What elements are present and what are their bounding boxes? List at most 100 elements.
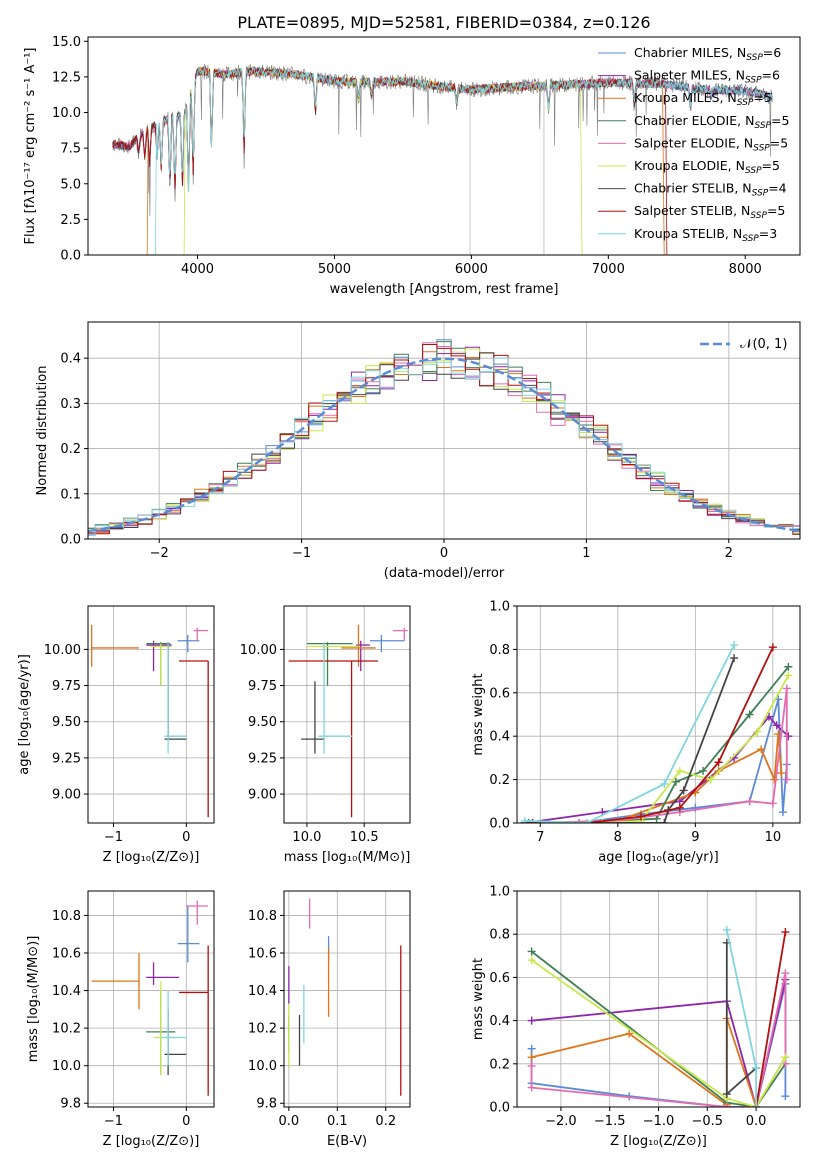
legend-count: =5 xyxy=(771,113,789,128)
weight-marker-salpeter_elodie xyxy=(722,1103,731,1107)
legend-entry-normal: 𝒩(0, 1) xyxy=(740,337,787,352)
weight-marker-salpeter_stelib xyxy=(781,928,790,937)
x-axis-label: Z [log₁₀(Z/Z⊙)] xyxy=(610,1134,707,1149)
histogram-salpeter_elodie xyxy=(88,342,800,531)
x-tick-label: −1.5 xyxy=(594,1114,626,1129)
y-tick-label: 10.2 xyxy=(52,1022,81,1037)
y-tick-label: 9.50 xyxy=(52,715,81,730)
x-tick-label: 7000 xyxy=(592,262,625,277)
y-tick-label: 0.6 xyxy=(489,686,510,701)
weight-marker-chabrier_elodie xyxy=(671,777,680,786)
weight-marker-salpeter_elodie xyxy=(613,816,622,823)
legend-entry-chabrier_elodie: Chabrier ELODIE, NSSP=5 xyxy=(634,113,789,131)
weight-marker-chabrier_stelib xyxy=(660,819,669,823)
weight-marker-salpeter_stelib xyxy=(714,758,723,767)
data-spectrum-line xyxy=(112,63,773,217)
y-tick-label: 10.8 xyxy=(52,909,81,924)
legend-label: Chabrier ELODIE, N xyxy=(634,113,754,128)
x-tick-label: −1.0 xyxy=(643,1114,675,1129)
x-tick-label: 2 xyxy=(725,546,733,561)
legend-entry-kroupa_elodie: Kroupa ELODIE, NSSP=5 xyxy=(634,158,780,176)
legend-entry-salpeter_stelib: Salpeter STELIB, NSSP=5 xyxy=(634,203,785,221)
legend-subscript: SSP xyxy=(745,166,762,176)
y-tick-label: 12.5 xyxy=(52,70,81,85)
y-tick-label: 1.0 xyxy=(489,885,510,900)
weight-line-kroupa_stelib xyxy=(524,644,735,823)
x-tick-label: 0.0 xyxy=(279,1114,300,1129)
plot-area xyxy=(527,925,790,1107)
weight-marker-chabrier_miles xyxy=(527,1044,536,1053)
y-axis-label: age [log₁₀(age/yr)] xyxy=(17,654,32,775)
mass-vs-metallicity-panel: −1 0 9.8 10.0 10.2 10.4 10.6 10.8 Z [log₁₀(Z/Z⊙)… xyxy=(26,890,215,1149)
legend-label: Kroupa ELODIE, N xyxy=(634,158,745,173)
weight-line-kroupa_miles xyxy=(528,733,783,823)
y-tick-label: 0.2 xyxy=(489,1057,510,1072)
y-tick-label: 0.0 xyxy=(489,817,510,832)
weight-marker-salpeter_elodie xyxy=(768,799,777,808)
x-tick-label: 9 xyxy=(691,830,699,845)
x-tick-label: 0.2 xyxy=(375,1114,396,1129)
x-tick-label: 10 xyxy=(765,830,782,845)
weight-marker-kroupa_stelib xyxy=(752,1103,761,1107)
weight-marker-salpeter_miles xyxy=(772,721,781,730)
legend-label: Kroupa STELIB, N xyxy=(634,226,742,241)
age-vs-metallicity-panel: −1 0 9.00 9.25 9.50 9.75 10.00 Z [log₁₀(Z/Z⊙)] a… xyxy=(17,605,215,865)
plot-area xyxy=(91,900,209,1096)
plot-area xyxy=(520,641,793,823)
x-tick-label: 10.0 xyxy=(292,830,321,845)
model-spectrum-kroupa_stelib xyxy=(155,66,773,255)
y-tick-label: 10.6 xyxy=(52,946,81,961)
weight-line-salpeter_stelib xyxy=(532,646,774,823)
x-axis-label: E(B-V) xyxy=(327,1134,367,1149)
y-axis-label: mass [log₁₀(M/M⊙)] xyxy=(26,936,41,1063)
y-tick-label: 9.00 xyxy=(52,788,81,803)
y-tick-label: 9.00 xyxy=(248,788,277,803)
y-tick-label: 0.1 xyxy=(60,487,81,502)
weight-marker-chabrier_stelib xyxy=(722,1090,731,1099)
weight-marker-kroupa_stelib xyxy=(660,779,669,788)
legend-label: Salpeter STELIB, N xyxy=(634,203,750,218)
y-axis-label: Normed distribution xyxy=(35,366,50,496)
y-tick-label: 5.0 xyxy=(60,177,81,192)
weight-marker-kroupa_miles xyxy=(527,1053,536,1062)
weight-marker-salpeter_stelib xyxy=(768,643,777,652)
x-axis-label: Z [log₁₀(Z/Z⊙)] xyxy=(103,850,200,865)
weight-marker-salpeter_elodie xyxy=(745,797,754,806)
weight-marker-kroupa_elodie xyxy=(706,775,715,784)
weight-marker-chabrier_miles xyxy=(778,808,787,817)
weight-marker-kroupa_stelib xyxy=(730,641,739,650)
legend-subscript: SSP xyxy=(753,143,770,153)
x-tick-label: 8 xyxy=(614,830,622,845)
weight-marker-salpeter_elodie xyxy=(527,1083,536,1092)
figure-title: PLATE=0895, MJD=52581, FIBERID=0384, z=0… xyxy=(237,13,650,32)
weight-marker-salpeter_elodie xyxy=(781,969,790,978)
weight-line-kroupa_elodie xyxy=(531,959,787,1107)
y-tick-label: 10.4 xyxy=(52,984,81,999)
y-tick-label: 9.8 xyxy=(256,1097,277,1112)
legend-entry-salpeter_elodie: Salpeter ELODIE, NSSP=5 xyxy=(634,135,788,153)
y-tick-label: 9.50 xyxy=(248,715,277,730)
y-tick-label: 7.5 xyxy=(60,142,81,157)
weight-marker-kroupa_elodie xyxy=(753,727,762,736)
axes-frame xyxy=(516,605,801,824)
legend-label: Salpeter MILES, N xyxy=(634,68,745,83)
weight-line-chabrier_stelib xyxy=(524,657,735,823)
axes-frame xyxy=(87,890,215,1108)
weight-marker-chabrier_elodie xyxy=(784,662,793,671)
legend-count: =6 xyxy=(763,45,781,60)
weight-marker-kroupa_miles xyxy=(757,745,766,754)
y-tick-label: 10.00 xyxy=(240,643,277,658)
y-tick-label: 10.0 xyxy=(248,1059,277,1074)
weight-marker-chabrier_stelib xyxy=(679,786,688,795)
x-axis-label: age [log₁₀(age/yr)] xyxy=(598,850,719,865)
y-tick-label: 10.8 xyxy=(248,909,277,924)
legend-count: =6 xyxy=(762,68,780,83)
y-tick-label: 0.6 xyxy=(489,971,510,986)
weight-marker-kroupa_miles xyxy=(770,775,779,784)
axes-frame xyxy=(87,605,215,824)
y-tick-label: 10.00 xyxy=(44,643,81,658)
weight-marker-salpeter_elodie xyxy=(782,684,791,693)
weight-marker-salpeter_miles xyxy=(527,1016,536,1025)
legend-label: Salpeter ELODIE, N xyxy=(634,135,753,150)
